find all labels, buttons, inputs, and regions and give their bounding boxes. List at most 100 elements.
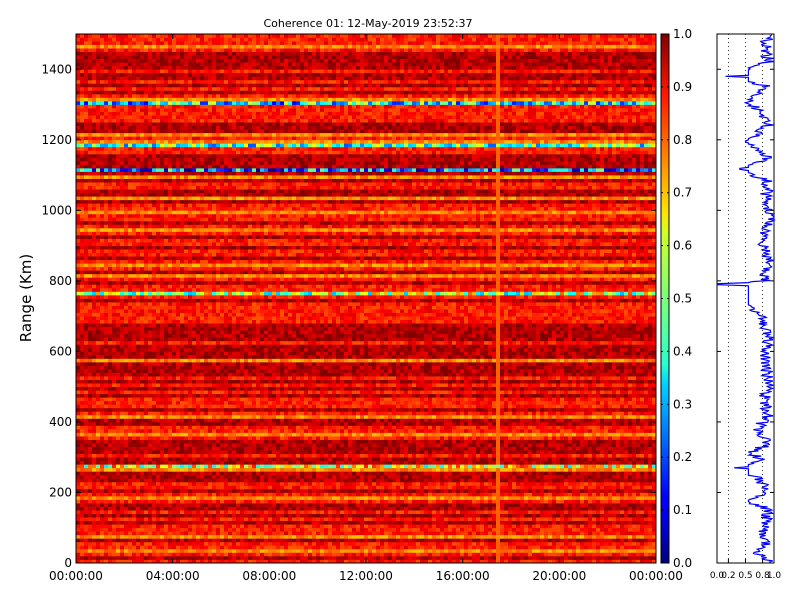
heatmap-cell [444,450,448,454]
heatmap-cell [348,503,352,507]
heatmap-cell [648,552,652,556]
heatmap-cell [132,528,136,532]
heatmap-cell [608,510,612,514]
heatmap-cell [264,485,268,489]
heatmap-cell [348,482,352,486]
heatmap-cell [220,471,224,475]
heatmap-cell [488,514,492,518]
heatmap-cell [208,450,212,454]
heatmap-cell [448,521,452,525]
heatmap-cell [328,545,332,549]
heatmap-cell [572,500,576,504]
heatmap-cell [204,517,208,521]
heatmap-cell [472,517,476,521]
heatmap-cell [124,450,128,454]
heatmap-cell [640,492,644,496]
heatmap-cell [108,549,112,553]
heatmap-cell [320,500,324,504]
heatmap-cell [336,524,340,528]
heatmap-cell [116,549,120,553]
heatmap-cell [304,535,308,539]
heatmap-cell [544,517,548,521]
heatmap-cell [372,457,376,461]
heatmap-cell [632,524,636,528]
heatmap-cell [200,500,204,504]
heatmap-cell [284,482,288,486]
heatmap-cell [416,542,420,546]
heatmap-cell [252,521,256,525]
heatmap-cell [320,535,324,539]
heatmap-cell [464,535,468,539]
heatmap-cell [448,464,452,468]
heatmap-cell [604,528,608,532]
heatmap-cell [164,556,168,560]
heatmap-cell [368,457,372,461]
heatmap-cell [588,471,592,475]
heatmap-cell [140,464,144,468]
heatmap-cell [256,447,260,451]
heatmap-cell [560,552,564,556]
heatmap-cell [344,524,348,528]
heatmap-cell [148,454,152,458]
heatmap-cell [556,468,560,472]
heatmap-cell [404,450,408,454]
heatmap-cell [448,485,452,489]
heatmap-cell [388,447,392,451]
heatmap-cell [292,443,296,447]
heatmap-cell [576,482,580,486]
heatmap-cell [508,468,512,472]
heatmap-cell [120,535,124,539]
heatmap-cell [300,524,304,528]
heatmap-cell [228,524,232,528]
heatmap-cell [228,454,232,458]
heatmap-cell [344,507,348,511]
heatmap-cell [648,464,652,468]
heatmap-cell [140,475,144,479]
heatmap-cell [228,517,232,521]
heatmap-cell [344,535,348,539]
heatmap-cell [184,524,188,528]
heatmap-cell [140,478,144,482]
heatmap-cell [496,503,500,507]
heatmap-cell [260,538,264,542]
heatmap-cell [180,503,184,507]
heatmap-cell [472,482,476,486]
heatmap-cell [256,556,260,560]
heatmap-cell [88,464,92,468]
heatmap-cell [420,556,424,560]
heatmap-cell [228,503,232,507]
heatmap-cell [580,524,584,528]
heatmap-cell [96,478,100,482]
heatmap-cell [456,454,460,458]
heatmap-cell [580,531,584,535]
heatmap-cell [108,524,112,528]
heatmap-cell [640,489,644,493]
heatmap-cell [328,517,332,521]
heatmap-cell [596,450,600,454]
heatmap-cell [92,489,96,493]
heatmap-cell [412,489,416,493]
heatmap-cell [120,500,124,504]
heatmap-cell [624,514,628,518]
heatmap-cell [84,461,88,465]
heatmap-cell [404,538,408,542]
heatmap-cell [272,503,276,507]
heatmap-cell [568,531,572,535]
heatmap-cell [412,514,416,518]
heatmap-cell [636,528,640,532]
heatmap-cell [296,485,300,489]
heatmap-cell [532,503,536,507]
heatmap-cell [416,510,420,514]
heatmap-cell [584,450,588,454]
heatmap-cell [512,542,516,546]
heatmap-cell [396,471,400,475]
heatmap-cell [148,545,152,549]
heatmap-cell [396,552,400,556]
heatmap-cell [176,535,180,539]
heatmap-cell [276,538,280,542]
heatmap-cell [116,485,120,489]
heatmap-cell [108,447,112,451]
heatmap-cell [584,464,588,468]
heatmap-cell [328,507,332,511]
heatmap-cell [76,457,80,461]
